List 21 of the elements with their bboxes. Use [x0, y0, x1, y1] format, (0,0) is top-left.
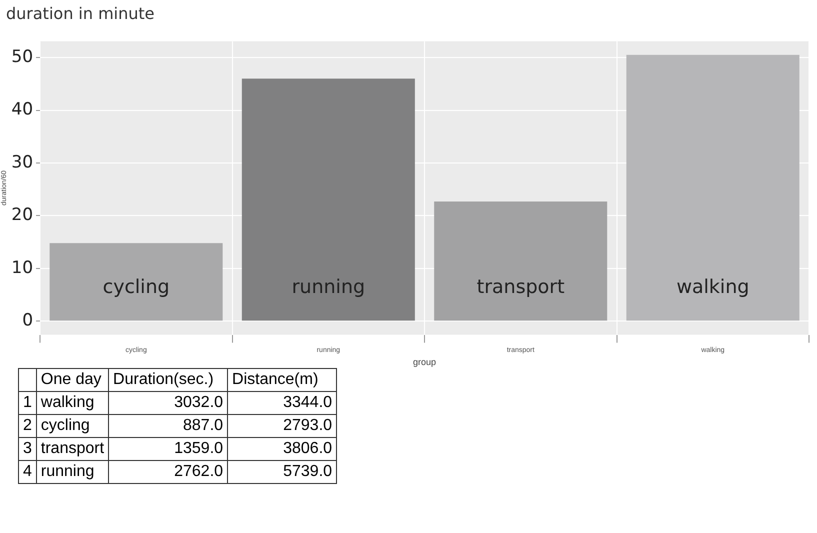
y-tick-label: 20: [11, 205, 34, 226]
bar: [434, 201, 608, 321]
x-tick-label: transport: [476, 276, 565, 298]
bar: [242, 78, 415, 321]
text: 2 cycling 887.0 2793.0: [23, 417, 332, 434]
text: 1 walking 3032.0 3344.0: [23, 394, 332, 411]
y-tick-label: 0: [22, 310, 34, 331]
x-axis-title: group: [413, 357, 436, 368]
x-tick-label: walking: [676, 276, 750, 298]
text: 3 transport 1359.0 3806.0: [23, 440, 332, 457]
y-tick-label: 10: [11, 258, 34, 278]
text: One day Duration(sec.) Distance(m): [40, 370, 320, 390]
bar: [626, 54, 800, 321]
text: 4 running 2762.0 5739.0: [23, 463, 332, 480]
chart-title: duration in minute: [6, 4, 155, 23]
y-tick-label: 30: [11, 152, 34, 172]
x-tick-label: running: [292, 276, 366, 298]
y-tick-label: 50: [11, 46, 34, 67]
x-tick-label: cycling: [102, 276, 170, 298]
bar: [50, 243, 223, 321]
y-tick-label: 40: [11, 100, 34, 120]
